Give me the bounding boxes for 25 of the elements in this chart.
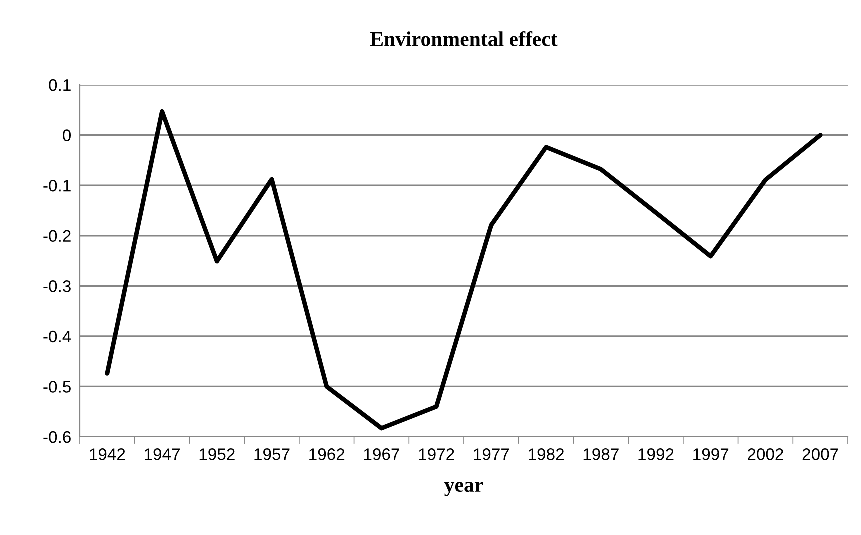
chart-title: Environmental effect — [370, 31, 558, 46]
y-tick-label: -0.6 — [44, 431, 71, 444]
x-tick-label: 2007 — [802, 448, 838, 460]
y-tick-label: -0.3 — [44, 280, 71, 292]
x-tick-label: 1982 — [529, 448, 564, 460]
x-tick-label: 1987 — [584, 448, 619, 460]
x-tick-label: 1972 — [419, 448, 454, 460]
y-tick-label: -0.2 — [44, 230, 71, 242]
x-tick-label: 1947 — [145, 448, 180, 460]
line-series — [105, 109, 823, 431]
x-tick-label: 1997 — [694, 448, 729, 460]
x-tick-label: 1952 — [200, 448, 235, 460]
x-tick-label: 1977 — [474, 448, 510, 460]
x-tick-label: 1957 — [254, 448, 290, 460]
y-tick-label: -0.5 — [44, 381, 71, 393]
x-tick-label: 2002 — [748, 448, 784, 460]
y-tick-label: -0.4 — [44, 330, 72, 343]
x-tick-label: 1962 — [310, 448, 345, 460]
y-tick-label: 0 — [63, 130, 72, 142]
x-tick-label: 1942 — [90, 448, 126, 460]
x-tick-label: 1992 — [638, 448, 674, 460]
y-tick-label: -0.1 — [44, 180, 71, 192]
y-tick-label: 0.1 — [49, 79, 71, 92]
x-tick-label: 1967 — [364, 448, 400, 460]
x-axis-title: year — [444, 482, 484, 496]
